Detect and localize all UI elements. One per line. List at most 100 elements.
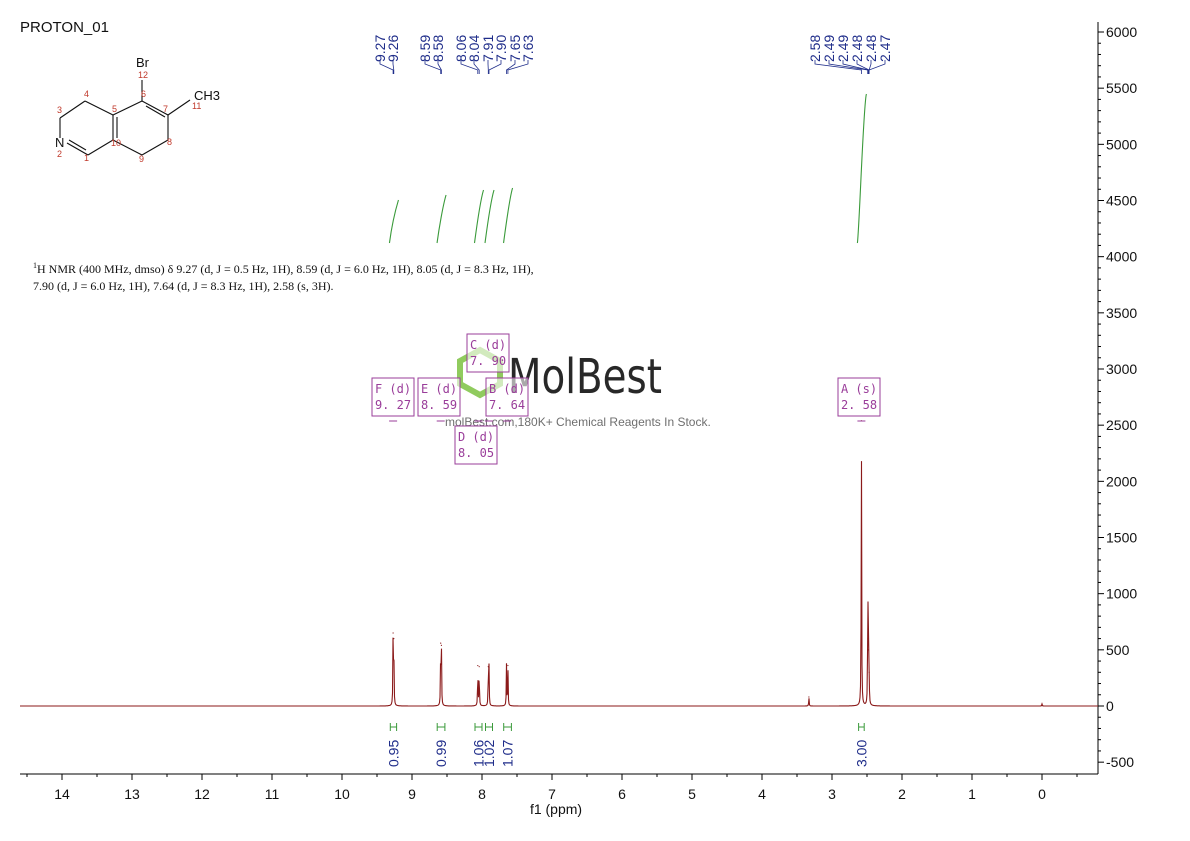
peak-label-connector [424, 60, 442, 74]
peak-label: 7.65 [507, 35, 523, 62]
multiplet-shift: 2. 58 [841, 398, 877, 412]
multiplet-shift: 7. 90 [470, 354, 506, 368]
multiplet-shift: 7. 64 [489, 398, 525, 412]
y-tick-label: 1000 [1106, 586, 1137, 602]
peak-label: 2.49 [821, 35, 837, 62]
integral-curve [436, 194, 447, 244]
integral-value: 0.95 [385, 740, 401, 767]
description-line-2: 7.90 (d, J = 6.0 Hz, 1H), 7.64 (d, J = 8… [33, 279, 334, 293]
multiplet-box [454, 425, 498, 465]
spectrum-peak-9.27 [392, 632, 394, 634]
integral-curve [388, 199, 399, 244]
structure-label-8: 8 [167, 137, 172, 147]
multiplet-box [371, 377, 415, 417]
y-tick-label: 500 [1106, 642, 1130, 658]
x-tick-label: 5 [688, 786, 696, 802]
y-tick-label: 4000 [1106, 249, 1137, 265]
peak-label: 2.48 [863, 35, 879, 62]
structure-label-7: 7 [163, 104, 168, 114]
spectrum-peak-8.59 [440, 642, 442, 644]
structure-label-10: 10 [111, 138, 121, 148]
peak-label: 7.63 [520, 35, 536, 62]
multiplet-box [417, 377, 461, 417]
integrals-layer: 0.95 0.99 1.061.02 1.07 3.00 [385, 93, 869, 767]
integral-value: 1.06 [471, 740, 487, 767]
x-tick-label: 4 [758, 786, 766, 802]
peak-label: 8.59 [417, 35, 433, 62]
spectrum-peak-7.65 [505, 663, 508, 666]
spectrum-peak-7.9 [488, 667, 490, 669]
description-superscript: 1 [33, 261, 37, 270]
peak-label: 8.06 [453, 35, 469, 62]
integral-value: 3.00 [853, 740, 869, 767]
structure-label-2: 2 [57, 149, 62, 159]
multiplet-type: C (d) [470, 338, 506, 352]
peak-label: 8.58 [430, 35, 446, 62]
peak-label: 7.90 [493, 35, 509, 62]
chemical-structure [59, 80, 191, 156]
spectrum-peak-8.04 [478, 666, 480, 668]
spectrum-peak-2.48 [867, 649, 870, 651]
y-tick-label: 3000 [1106, 361, 1137, 377]
peak-label-connector [379, 60, 394, 74]
peak-labels-layer: 9.279.26 8.598.58 8.068.047.917.907.657.63… [372, 35, 893, 74]
y-tick-label: 6000 [1106, 24, 1137, 40]
peak-label-connector [868, 60, 886, 74]
axes-layer: 14 13 12 11 10 9 8 7 6 5 4 3 2 1 0f1 (ppm)600055005000… [20, 22, 1137, 817]
structure-label-ch3: CH3 [194, 88, 220, 103]
peak-label: 2.58 [807, 35, 823, 62]
multiplet-shift: 9. 27 [375, 398, 411, 412]
y-tick-label: -500 [1106, 754, 1134, 770]
peak-label-connector [506, 60, 516, 74]
spectrum-peak-7.91 [487, 666, 489, 668]
y-tick-label: 2000 [1106, 473, 1137, 489]
structure-label-4: 4 [84, 89, 89, 99]
spectrum-peak-2.485 [867, 638, 869, 640]
spectrum-peak-8.06 [477, 664, 479, 667]
peak-label: 2.47 [877, 35, 893, 62]
integral-value: 1.02 [481, 740, 497, 767]
peak-label-connector [392, 60, 395, 74]
multiplet-box [837, 377, 881, 417]
multiplet-box [485, 377, 529, 417]
y-tick-label: 0 [1106, 698, 1114, 714]
structure-labels: Br 12 CH3 11 N 2 1 3 4 5 6 7 8 9 10 [55, 55, 220, 164]
multiplets-layer: F (d) 9. 27 E (d) 8. 59 D (d) 8. 05 C (d) 7. 90… [371, 333, 881, 465]
spectrum-peak-0 [1041, 703, 1043, 705]
spectrum-peak-7.63 [507, 664, 509, 667]
peak-label: 7.91 [480, 35, 496, 62]
multiplet-type: B (d) [489, 382, 525, 396]
structure-label-11: 11 [192, 101, 201, 111]
x-tick-label: 3 [828, 786, 836, 802]
peak-label: 8.04 [466, 35, 482, 62]
multiplet-type: E (d) [421, 382, 457, 396]
peak-label-connector [473, 60, 480, 74]
x-tick-label: 9 [408, 786, 416, 802]
integral-value: 1.07 [500, 740, 516, 767]
spectrum-peak-9.26 [393, 638, 395, 640]
integral-curve [503, 187, 514, 244]
multiplet-box [466, 333, 510, 373]
x-tick-label: 1 [968, 786, 976, 802]
x-tick-label: 13 [124, 786, 140, 802]
watermark-tagline: molBest.com,180K+ Chemical Reagents In S… [445, 415, 711, 429]
spectrum-peak-3.33 [808, 696, 810, 698]
peak-label: 9.27 [372, 35, 388, 62]
y-tick-label: 2500 [1106, 417, 1137, 433]
structure-label-6: 6 [141, 89, 146, 99]
x-tick-label: 7 [548, 786, 556, 802]
x-tick-label: 11 [265, 786, 280, 802]
peak-label-connector [842, 60, 869, 74]
peak-label-connector [814, 60, 862, 74]
structure-label-3: 3 [57, 105, 62, 115]
peak-label-connector [828, 60, 869, 74]
multiplet-type: F (d) [375, 382, 411, 396]
x-tick-label: 10 [334, 786, 350, 802]
x-tick-label: 12 [194, 786, 210, 802]
multiplet-shift: 8. 59 [421, 398, 457, 412]
multiplet-type: A (s) [841, 382, 877, 396]
structure-label-n: N [55, 135, 64, 150]
x-tick-label: 8 [478, 786, 486, 802]
spectrum-trace [20, 461, 1098, 707]
structure-label-br: Br [136, 55, 150, 70]
